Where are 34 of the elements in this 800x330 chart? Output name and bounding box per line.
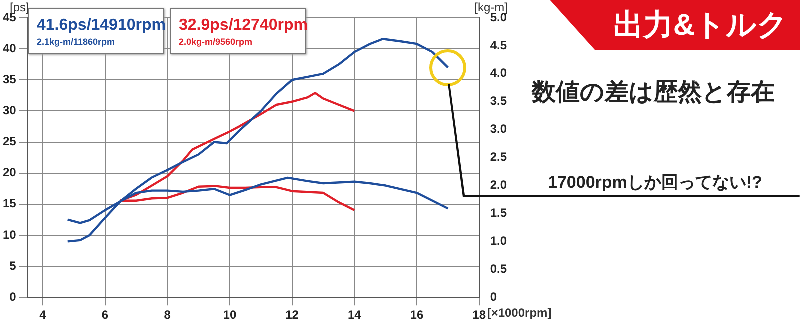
x-axis-title: [×1000rpm] bbox=[487, 306, 552, 320]
y2-tick-label: 0 bbox=[490, 290, 498, 304]
y-tick-label: 10 bbox=[2, 228, 17, 242]
y2-tick-label: 3.0 bbox=[490, 122, 508, 136]
x-tick-label: 10 bbox=[223, 308, 237, 322]
y2-tick-label: 3.5 bbox=[490, 94, 508, 108]
y2-tick-label: 2.5 bbox=[490, 150, 508, 164]
y-tick-label: 25 bbox=[2, 134, 17, 149]
x-tick-label: 18 bbox=[472, 308, 486, 322]
y2-axis-title: [kg-m] bbox=[474, 0, 508, 14]
y-tick-label: 35 bbox=[2, 72, 17, 86]
y2-tick-label: 4.5 bbox=[490, 38, 508, 52]
y-tick-label: 0 bbox=[10, 290, 17, 304]
text: 出力&トルク bbox=[613, 8, 788, 44]
y2-tick-label: 2.0 bbox=[490, 178, 508, 192]
x-tick-label: 8 bbox=[164, 308, 172, 322]
text: 17000rpmしか回ってない!? bbox=[548, 172, 762, 194]
y2-tick-label: 4.0 bbox=[490, 66, 508, 80]
y-tick-label: 15 bbox=[2, 196, 17, 211]
x-tick-label: 6 bbox=[102, 308, 109, 322]
text: 数値の差は歴然と存在 bbox=[532, 78, 775, 108]
x-tick-label: 16 bbox=[410, 308, 424, 322]
annotation: 2.1kg-m/11860rpm bbox=[37, 37, 116, 47]
y-tick-label: 20 bbox=[2, 166, 17, 180]
y2-tick-label: 1.5 bbox=[490, 206, 508, 220]
x-tick-label: 4 bbox=[40, 308, 47, 322]
y-tick-label: 5 bbox=[10, 258, 17, 273]
annotation: 2.0kg-m/9560rpm bbox=[179, 37, 254, 47]
y2-tick-label: 1.0 bbox=[490, 234, 508, 248]
y-tick-label: 30 bbox=[2, 104, 17, 118]
x-tick-label: 12 bbox=[286, 308, 300, 322]
y2-tick-label: 0.5 bbox=[490, 262, 508, 276]
y-tick-label: 40 bbox=[2, 41, 17, 56]
x-tick-label: 14 bbox=[348, 308, 362, 322]
